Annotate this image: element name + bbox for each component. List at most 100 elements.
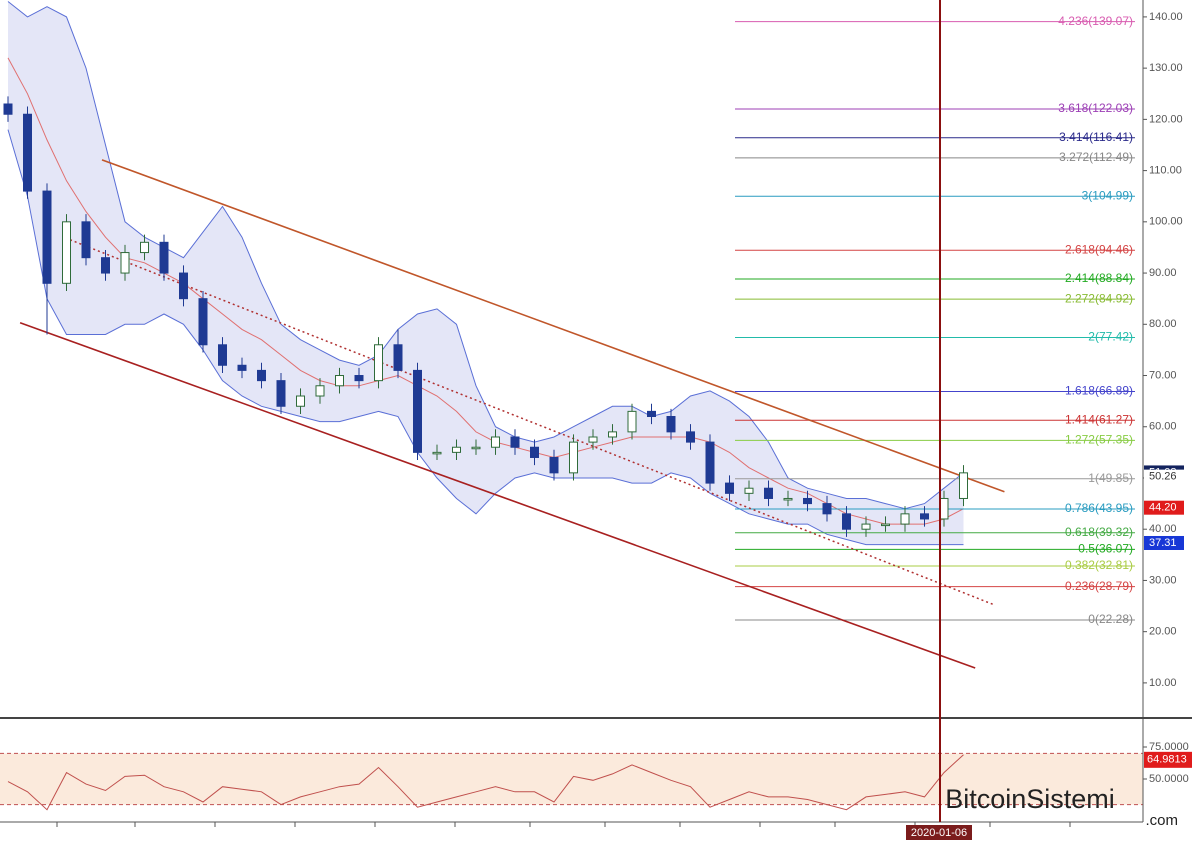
rsi-tag-bg xyxy=(1144,751,1192,768)
y-tick-label: 130.00 xyxy=(1149,62,1183,74)
fib-label: 3.272(112.49) xyxy=(1059,150,1133,164)
candle-body xyxy=(588,436,598,443)
y-tick-label: 70.00 xyxy=(1149,369,1177,381)
candle-body xyxy=(491,436,500,448)
candle-body xyxy=(666,416,676,433)
candle-body xyxy=(744,487,754,494)
y-tick-label: 10.00 xyxy=(1149,677,1177,689)
band-lower xyxy=(7,129,964,546)
fib-label: 2.618(94.46) xyxy=(1065,242,1133,256)
candle-body xyxy=(296,395,305,407)
fib-label: 3.414(116.41) xyxy=(1059,130,1133,144)
candle-body xyxy=(510,436,520,448)
y-tick-label: 40.00 xyxy=(1149,523,1177,535)
candle-body xyxy=(120,252,130,274)
candle-body xyxy=(218,344,227,366)
candle-body xyxy=(237,364,247,371)
candle-body xyxy=(159,241,169,274)
y-tick-label: 140.00 xyxy=(1149,11,1183,23)
candle-body xyxy=(803,497,812,505)
y-tick-label: 30.00 xyxy=(1149,574,1177,586)
fib-label: 2.272(84.92) xyxy=(1065,291,1133,305)
candle-body xyxy=(861,523,871,530)
fib-label: 0.5(36.07) xyxy=(1078,542,1133,556)
candle-body xyxy=(627,410,637,433)
price-panel: 4.236(139.07) 3.618(122.03) 3.414(116.41) 3… xyxy=(3,1,1135,669)
fib-label: 1.414(61.27) xyxy=(1065,412,1133,426)
candle-body xyxy=(920,513,929,520)
price-tag-bg xyxy=(1144,535,1184,550)
price-tag-bg xyxy=(1144,500,1184,515)
watermark-name: BitcoinSistemi xyxy=(945,784,1115,814)
candle-body xyxy=(81,221,91,259)
y-tick-label: 80.00 xyxy=(1149,318,1177,330)
fib-label: 3(104.99) xyxy=(1082,188,1133,202)
trendline xyxy=(69,239,995,606)
price-tag-label: 50.26 xyxy=(1149,471,1177,483)
candle-body xyxy=(354,375,364,382)
candle-body xyxy=(3,103,13,115)
y-tick-label: 90.00 xyxy=(1149,267,1177,279)
marker-date-label: 2020-01-06 xyxy=(911,827,967,839)
candle-body xyxy=(530,446,539,458)
candle-body xyxy=(822,503,832,515)
candle-body xyxy=(569,441,578,474)
rsi-line xyxy=(7,754,964,811)
watermark: BitcoinSistemi .com xyxy=(945,784,1178,829)
price-tag-label: 37.31 xyxy=(1149,537,1177,549)
y-tick-label: 60.00 xyxy=(1149,421,1177,433)
candle-body xyxy=(842,513,851,530)
marker-date: 2020-01-06 xyxy=(906,825,972,840)
candle-body xyxy=(432,451,442,455)
y-tick-label: 100.00 xyxy=(1149,216,1183,228)
candle-body xyxy=(198,298,208,346)
candle-body xyxy=(608,431,617,438)
fib-label: 2(77.42) xyxy=(1088,330,1133,344)
candle-body xyxy=(413,369,422,453)
fib-label: 1(49.85) xyxy=(1088,471,1133,485)
fib-label: 1.618(66.89) xyxy=(1065,384,1133,398)
candle-body xyxy=(705,441,715,484)
fib-label: 0(22.28) xyxy=(1088,612,1133,626)
candle-body xyxy=(900,513,910,525)
price-tag-bg xyxy=(1144,469,1184,484)
candle-body xyxy=(62,221,71,284)
candle-body xyxy=(549,456,559,474)
candle-body xyxy=(959,472,968,499)
candle-body xyxy=(452,446,461,453)
trendline xyxy=(19,321,976,669)
candle-body xyxy=(101,257,110,274)
fib-label: 3.618(122.03) xyxy=(1058,101,1133,115)
candle-body xyxy=(335,375,344,387)
candle-body xyxy=(23,113,32,192)
rsi-tick-label: 75.0000 xyxy=(1149,741,1189,753)
candle-body xyxy=(140,241,149,254)
marker-date-bg xyxy=(906,825,972,840)
fib-label: 0.618(39.32) xyxy=(1065,525,1133,539)
fib-label: 2.414(88.84) xyxy=(1065,271,1133,285)
band-fill xyxy=(8,1,964,545)
candle-body xyxy=(393,344,403,371)
candle-body xyxy=(939,497,949,520)
band-middle xyxy=(7,57,964,525)
rsi-tag-label: 64.9813 xyxy=(1147,754,1187,766)
candle-body xyxy=(725,482,734,494)
rsi-panel xyxy=(0,752,1143,811)
candle-body xyxy=(374,344,383,382)
fib-label: 0.382(32.81) xyxy=(1065,558,1133,572)
fib-label: 0.236(28.79) xyxy=(1065,579,1133,593)
watermark-suffix: .com xyxy=(1145,812,1178,829)
trendline xyxy=(101,159,1005,493)
candle-body xyxy=(471,446,481,450)
rsi-tick-label: 50.0000 xyxy=(1149,773,1189,785)
candle-body xyxy=(881,523,890,527)
fib-label: 4.236(139.07) xyxy=(1058,14,1133,28)
candle-body xyxy=(42,190,52,284)
fib-label: 0.786(43.95) xyxy=(1065,501,1133,515)
price-tag-label: 44.20 xyxy=(1149,502,1177,514)
y-tick-label: 110.00 xyxy=(1149,165,1182,177)
candle-body xyxy=(647,410,656,418)
